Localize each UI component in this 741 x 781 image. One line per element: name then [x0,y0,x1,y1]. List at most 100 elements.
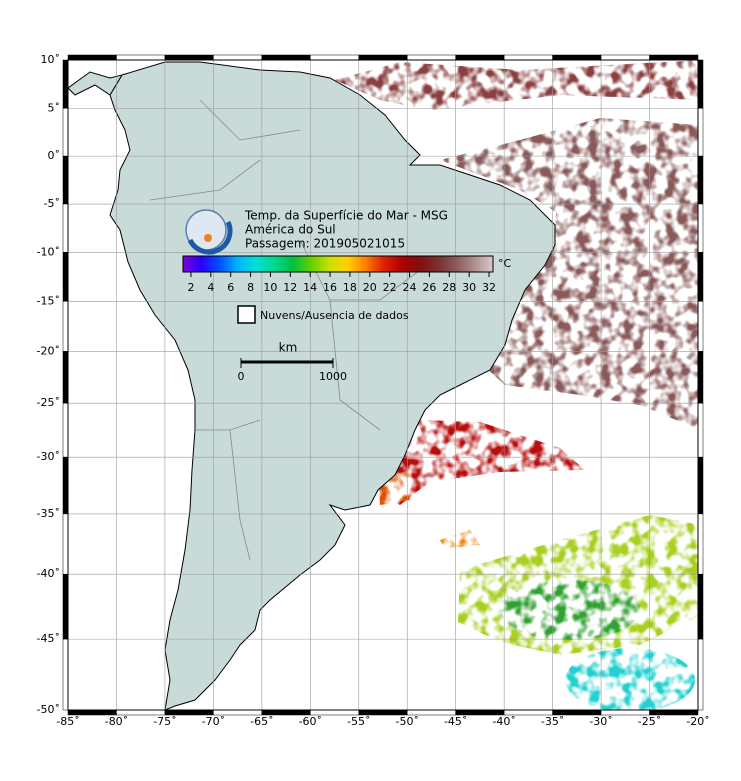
logo [185,209,233,255]
map-area [68,60,698,710]
frame-segment [697,638,704,711]
frame-segment [67,54,117,61]
x-tick-label: -80˚ [105,715,128,728]
frame-segment [164,709,214,716]
sst-patch [380,420,585,505]
x-tick-label: -70˚ [202,715,225,728]
frame-segment [697,301,704,352]
x-tick-label: -60˚ [299,715,322,728]
frame-segment [503,54,553,61]
frame-segment [406,709,456,716]
frame-segment [649,54,699,61]
colorbar-tick-label: 20 [363,281,377,294]
frame-segment [503,709,553,716]
colorbar-tick-label: 10 [263,281,277,294]
frame-segment [697,456,704,515]
y-tick-label: -45˚ [37,632,60,645]
frame-segment [600,709,650,716]
frame-segment [213,54,263,61]
frame-segment [62,59,69,109]
x-tick-label: -30˚ [589,715,612,728]
frame-segment [62,301,69,352]
frame-segment [261,709,311,716]
y-tick-label: 5˚ [48,101,61,114]
frame-segment [62,456,69,515]
x-tick-label: -20˚ [686,715,709,728]
frame-segment [62,513,69,575]
scale-tick-label: 0 [238,370,245,383]
colorbar-unit: °C [498,257,512,270]
x-tick-label: -25˚ [638,715,661,728]
y-tick-label: -15˚ [37,294,60,307]
x-tick-label: -55˚ [347,715,370,728]
frame-segment [62,638,69,711]
colorbar-tick-label: 24 [403,281,417,294]
frame-segment [358,54,408,61]
frame-segment [116,709,166,716]
frame-segment [62,573,69,640]
colorbar [182,255,494,273]
x-tick-label: -50˚ [395,715,418,728]
frame-segment [455,709,505,716]
frame-segment [62,108,69,157]
y-tick-label: -25˚ [37,396,60,409]
y-tick-label: -50˚ [37,703,60,716]
region: América do Sul [245,223,336,237]
y-tick-label: 0˚ [48,149,61,162]
frame-segment [455,54,505,61]
no-data-label: Nuvens/Ausencia de dados [260,309,409,322]
x-tick-label: -35˚ [541,715,564,728]
colorbar-tick-label: 4 [207,281,214,294]
scale-unit: km [279,341,298,355]
frame-segment [62,351,69,404]
colorbar-tick-label: 6 [227,281,234,294]
frame-segment [600,54,650,61]
frame-segment [697,513,704,575]
colorbar-tick-label: 30 [462,281,476,294]
sst-patch [335,60,698,110]
frame-segment [310,54,360,61]
sst-patch [500,580,640,640]
colorbar-tick-label: 32 [482,281,496,294]
x-tick-label: -40˚ [492,715,515,728]
frame-segment [406,54,456,61]
x-tick-label: -65˚ [250,715,273,728]
x-tick-label: -45˚ [444,715,467,728]
colorbar-tick-label: 14 [303,281,317,294]
frame-segment [697,351,704,404]
sst-patch [440,530,480,548]
colorbar-tick-label: 2 [187,281,194,294]
y-tick-label: 10˚ [41,53,61,66]
frame-segment [697,203,704,253]
y-tick-label: -30˚ [37,450,60,463]
colorbar-tick-label: 12 [283,281,297,294]
no-data-swatch [237,305,256,324]
frame-segment [62,155,69,205]
title: Temp. da Superfície do Mar - MSG [244,209,448,223]
y-tick-label: -20˚ [37,344,60,357]
frame-segment [116,54,166,61]
y-tick-label: -35˚ [37,507,60,520]
colorbar-tick-label: 16 [323,281,337,294]
frame-segment [697,155,704,205]
frame-segment [62,252,69,302]
frame-segment [697,59,704,109]
frame-segment [697,108,704,157]
map-frame [67,59,699,711]
x-tick-label: -85˚ [56,715,79,728]
frame-segment [552,709,602,716]
frame-segment [310,709,360,716]
frame-segment [697,573,704,640]
frame-segment [358,709,408,716]
x-tick-label: -75˚ [153,715,176,728]
frame-segment [552,54,602,61]
pass-time: Passagem: 201905021015 [245,237,405,251]
frame-segment [62,402,69,458]
frame-segment [67,709,117,716]
colorbar-tick-label: 28 [442,281,456,294]
central-america [68,71,124,96]
frame-segment [697,402,704,458]
y-tick-label: -40˚ [37,567,60,580]
frame-segment [697,252,704,302]
